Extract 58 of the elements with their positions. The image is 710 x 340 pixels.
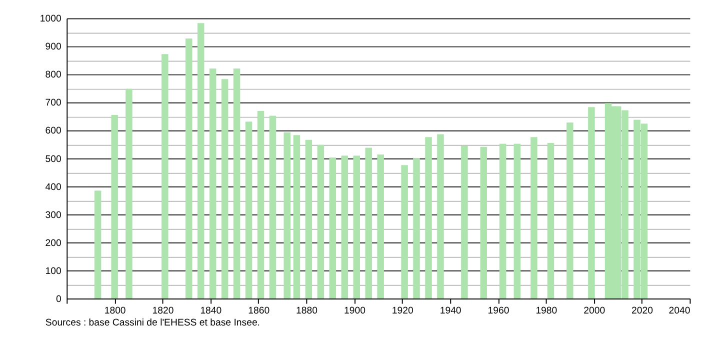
bar bbox=[293, 135, 300, 298]
bar bbox=[514, 144, 521, 298]
bar bbox=[185, 38, 192, 298]
x-tick-label: 1840 bbox=[200, 305, 222, 316]
bar bbox=[480, 146, 488, 298]
y-tick-label: 100 bbox=[45, 266, 62, 277]
bar bbox=[233, 68, 240, 298]
y-tick-label: 1000 bbox=[40, 14, 62, 25]
bar bbox=[257, 111, 264, 298]
y-tick-label: 200 bbox=[45, 238, 62, 249]
y-tick-label: 500 bbox=[45, 154, 62, 165]
bar bbox=[413, 158, 420, 298]
bar bbox=[530, 137, 538, 298]
bar bbox=[94, 190, 102, 298]
bar bbox=[365, 148, 372, 298]
x-tick-label: 2040 bbox=[668, 305, 690, 316]
bar bbox=[547, 142, 554, 298]
x-tick-label: 1960 bbox=[488, 305, 510, 316]
x-tick-label: 1920 bbox=[392, 305, 414, 316]
y-tick-label: 800 bbox=[45, 70, 62, 81]
x-tick-label: 1900 bbox=[344, 305, 366, 316]
bar bbox=[401, 165, 408, 298]
x-tick-label: 1880 bbox=[296, 305, 318, 316]
y-tick-label: 300 bbox=[45, 210, 62, 221]
bar bbox=[284, 132, 290, 298]
bar bbox=[305, 140, 312, 298]
bar bbox=[317, 144, 324, 298]
bar bbox=[377, 154, 384, 298]
y-tick-label: 900 bbox=[45, 42, 62, 53]
bar bbox=[353, 156, 360, 298]
x-tick-label: 1820 bbox=[152, 305, 174, 316]
bar bbox=[588, 107, 595, 298]
source-note: Sources : base Cassini de l'EHESS et base Insee. bbox=[45, 317, 260, 328]
bar bbox=[341, 156, 348, 298]
x-tick-label: 1980 bbox=[536, 305, 558, 316]
y-tick-label: 400 bbox=[45, 182, 62, 193]
x-tick-label: 2000 bbox=[584, 305, 606, 316]
bar bbox=[162, 54, 168, 298]
x-tick-label: 1800 bbox=[104, 305, 126, 316]
bar bbox=[269, 116, 276, 298]
bar bbox=[566, 122, 574, 298]
bar bbox=[461, 146, 468, 298]
bar bbox=[209, 68, 216, 298]
y-tick-label: 700 bbox=[45, 98, 62, 109]
y-tick-label: 0 bbox=[56, 294, 62, 305]
bar bbox=[221, 79, 228, 298]
bar bbox=[197, 23, 204, 298]
x-tick-label: 2020 bbox=[632, 305, 653, 316]
y-tick-label: 600 bbox=[45, 126, 62, 137]
x-tick-label: 1940 bbox=[440, 305, 462, 316]
bar bbox=[329, 158, 336, 298]
bar bbox=[126, 88, 132, 298]
bar bbox=[111, 114, 118, 298]
bar bbox=[499, 144, 506, 298]
bar bbox=[425, 137, 432, 298]
x-tick-label: 1860 bbox=[248, 305, 270, 316]
bar bbox=[245, 122, 252, 298]
bar bbox=[437, 134, 444, 298]
